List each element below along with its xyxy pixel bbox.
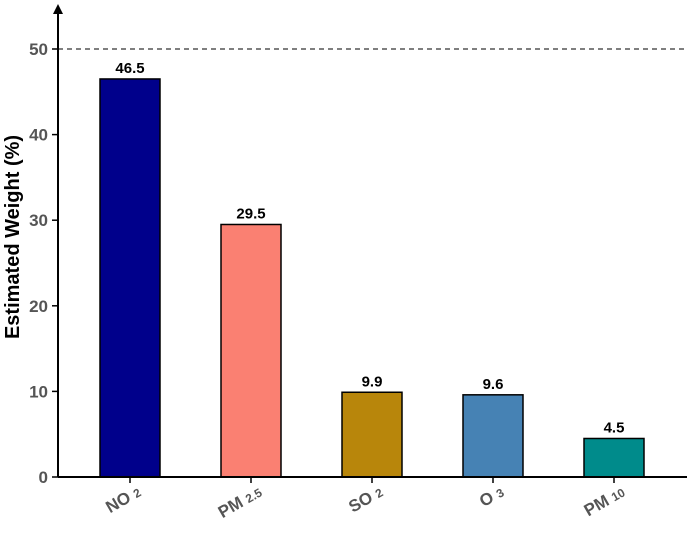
value-labels-group: 46.5 29.5 9.9 9.6 4.5 [115,60,624,437]
x-tick-label-sub-4: 10 [609,485,628,504]
y-tick-label-3: 30 [29,211,48,230]
y-tick-label-5: 50 [29,40,48,59]
x-tick-label-4: PM 10 [581,482,629,520]
bar-value-label-4: 4.5 [604,419,625,436]
x-tick-label-0: NO 2 [103,482,145,517]
bar-2 [341,391,403,478]
y-tick-label-0: 0 [39,468,48,487]
y-tick-label-2: 20 [29,297,48,316]
y-axis-arrow [53,4,63,14]
bar-3 [462,394,524,478]
x-tick-label-1: PM 2.5 [215,482,265,522]
y-ticks-group: 0 10 20 30 40 50 [29,40,58,487]
x-ticks-group: NO 2 PM 2.5 SO 2 O 3 PM 10 [103,477,629,522]
bar-value-label-3: 9.6 [483,376,504,393]
bar-0 [99,78,161,478]
y-tick-label-4: 40 [29,126,48,145]
y-tick-label-1: 10 [29,382,48,401]
bar-4 [583,437,645,478]
x-tick-label-2: SO 2 [345,482,386,517]
bar-value-label-1: 29.5 [236,205,265,222]
y-axis-title: Estimated Weight (%) [2,135,24,339]
bar-value-label-0: 46.5 [115,60,144,77]
bar-1 [220,223,282,478]
bars-group [99,78,645,478]
y-axis-title-group: Estimated Weight (%) [2,135,24,339]
bar-value-label-2: 9.9 [362,373,383,390]
x-tick-label-3: O 3 [476,482,507,511]
